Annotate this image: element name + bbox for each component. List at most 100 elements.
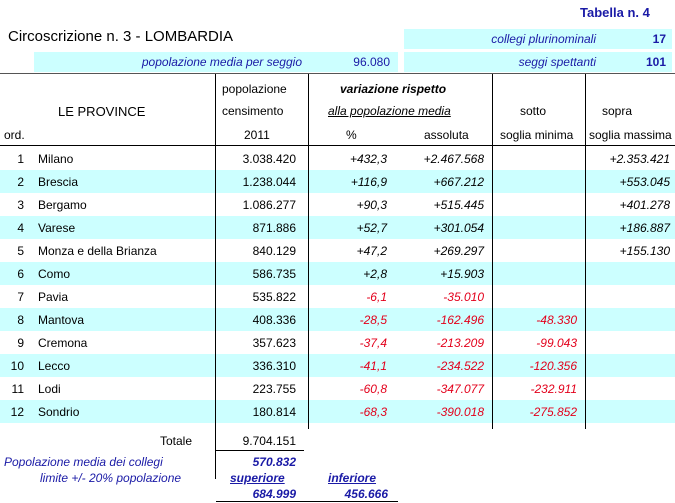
row-over-max bbox=[586, 377, 670, 400]
row-under-min: -232.911 bbox=[530, 382, 577, 396]
table-row: 11 Lodi 223.755 -60,8 -347.077 -232.911 bbox=[0, 377, 675, 400]
row-population: 223.755 bbox=[252, 382, 296, 396]
row-percent: -28,5 bbox=[359, 313, 387, 327]
row-over-max bbox=[586, 331, 670, 354]
row-absolute: +2.467.568 bbox=[423, 152, 484, 166]
pop-per-seat-box: popolazione media per seggio 96.080 bbox=[34, 52, 398, 72]
row-absolute: -213.209 bbox=[436, 336, 484, 350]
total-value: 9.704.151 bbox=[242, 434, 296, 448]
row-province: Como bbox=[38, 267, 71, 281]
table-row: 8 Mantova 408.336 -28,5 -162.496 -48.330 bbox=[0, 308, 675, 331]
row-over-max bbox=[586, 400, 670, 423]
row-absolute: +269.297 bbox=[433, 244, 484, 258]
lower-value: 456.666 bbox=[344, 487, 388, 501]
row-ord: 5 bbox=[17, 244, 24, 258]
row-under-min bbox=[493, 285, 577, 308]
row-under-min bbox=[493, 216, 577, 239]
row-absolute: -390.018 bbox=[436, 405, 484, 419]
row-absolute: +667.212 bbox=[433, 175, 484, 189]
row-percent: -68,3 bbox=[359, 405, 387, 419]
row-population: 871.886 bbox=[252, 221, 296, 235]
row-absolute: -35.010 bbox=[443, 290, 484, 304]
col-divider bbox=[308, 74, 309, 429]
row-absolute: -347.077 bbox=[436, 382, 484, 396]
table-label: Tabella n. 4 bbox=[580, 5, 650, 20]
row-under-min: -275.852 bbox=[529, 405, 577, 419]
row-over-max: +2.353.421 bbox=[609, 152, 670, 166]
row-percent: +116,9 bbox=[350, 175, 387, 189]
row-over-max bbox=[586, 308, 670, 331]
avg-label: Popolazione media dei collegi bbox=[4, 455, 163, 469]
row-absolute: +301.054 bbox=[433, 221, 484, 235]
seggi-box: seggi spettanti 101 bbox=[404, 52, 672, 72]
row-province: Sondrio bbox=[38, 405, 80, 419]
row-over-max: +186.887 bbox=[619, 221, 670, 235]
row-under-min bbox=[493, 193, 577, 216]
col-divider bbox=[215, 74, 216, 479]
row-population: 586.735 bbox=[252, 267, 296, 281]
col-ord: ord. bbox=[4, 128, 25, 142]
row-under-min bbox=[493, 239, 577, 262]
footer-rule bbox=[216, 501, 398, 502]
row-under-min: -48.330 bbox=[536, 313, 577, 327]
col-over-line1: sopra bbox=[602, 104, 633, 118]
row-absolute: +515.445 bbox=[433, 198, 484, 212]
seggi-label: seggi spettanti bbox=[518, 55, 596, 69]
row-percent: +47,2 bbox=[356, 244, 387, 258]
row-absolute: -234.522 bbox=[436, 359, 484, 373]
row-percent: +90,3 bbox=[356, 198, 387, 212]
row-population: 408.336 bbox=[252, 313, 296, 327]
table-row: 2 Brescia 1.238.044 +116,9 +667.212 +553.045 bbox=[0, 170, 675, 193]
collegi-box: collegi plurinominali 17 bbox=[404, 29, 672, 49]
limits-label: limite +/- 20% popolazione bbox=[40, 471, 182, 485]
row-population: 357.623 bbox=[252, 336, 296, 350]
row-ord: 8 bbox=[17, 313, 24, 327]
pop-per-seat-value: 96.080 bbox=[353, 55, 390, 69]
table-row: 9 Cremona 357.623 -37,4 -213.209 -99.043 bbox=[0, 331, 675, 354]
table-row: 6 Como 586.735 +2,8 +15.903 bbox=[0, 262, 675, 285]
row-population: 535.822 bbox=[252, 290, 296, 304]
col-var-line1: variazione rispetto bbox=[340, 82, 447, 96]
row-absolute: +15.903 bbox=[440, 267, 484, 281]
row-population: 3.038.420 bbox=[242, 152, 296, 166]
avg-value: 570.832 bbox=[252, 455, 296, 469]
row-under-min: -120.356 bbox=[529, 359, 577, 373]
row-under-min: -99.043 bbox=[536, 336, 577, 350]
col-pop-line2: censimento bbox=[222, 104, 284, 118]
row-percent: +2,8 bbox=[363, 267, 387, 281]
row-province: Lecco bbox=[38, 359, 71, 373]
col-pop-line1: popolazione bbox=[222, 82, 287, 96]
col-var-line2: alla popolazione media bbox=[328, 104, 451, 118]
header-rule bbox=[0, 73, 675, 74]
row-over-max: +401.278 bbox=[619, 198, 670, 212]
page-title: Circoscrizione n. 3 - LOMBARDIA bbox=[8, 28, 234, 45]
row-ord: 9 bbox=[17, 336, 24, 350]
row-ord: 11 bbox=[11, 382, 24, 396]
total-rule bbox=[216, 450, 304, 451]
row-percent: -60,8 bbox=[359, 382, 387, 396]
pop-per-seat-label: popolazione media per seggio bbox=[141, 55, 302, 69]
row-province: Pavia bbox=[38, 290, 69, 304]
row-province: Monza e della Brianza bbox=[38, 244, 157, 258]
upper-label: superiore bbox=[230, 471, 285, 485]
table-row: 3 Bergamo 1.086.277 +90,3 +515.445 +401.278 bbox=[0, 193, 675, 216]
row-over-max bbox=[586, 354, 670, 377]
row-under-min bbox=[493, 147, 577, 170]
table-row: 10 Lecco 336.310 -41,1 -234.522 -120.356 bbox=[0, 354, 675, 377]
row-ord: 7 bbox=[17, 290, 24, 304]
table-row: 12 Sondrio 180.814 -68,3 -390.018 -275.852 bbox=[0, 400, 675, 423]
row-ord: 1 bbox=[17, 152, 24, 166]
row-ord: 10 bbox=[10, 359, 24, 373]
col-pop-line3: 2011 bbox=[244, 128, 270, 142]
table-row: 4 Varese 871.886 +52,7 +301.054 +186.887 bbox=[0, 216, 675, 239]
row-percent: -37,4 bbox=[359, 336, 387, 350]
lower-label: inferiore bbox=[328, 471, 377, 485]
row-under-min bbox=[493, 262, 577, 285]
row-province: Varese bbox=[38, 221, 76, 235]
row-ord: 6 bbox=[17, 267, 24, 281]
columns-rule bbox=[0, 145, 675, 146]
upper-value: 684.999 bbox=[252, 487, 296, 501]
col-under-line2: soglia minima bbox=[500, 128, 574, 142]
collegi-value: 17 bbox=[652, 32, 666, 46]
row-province: Lodi bbox=[38, 382, 61, 396]
